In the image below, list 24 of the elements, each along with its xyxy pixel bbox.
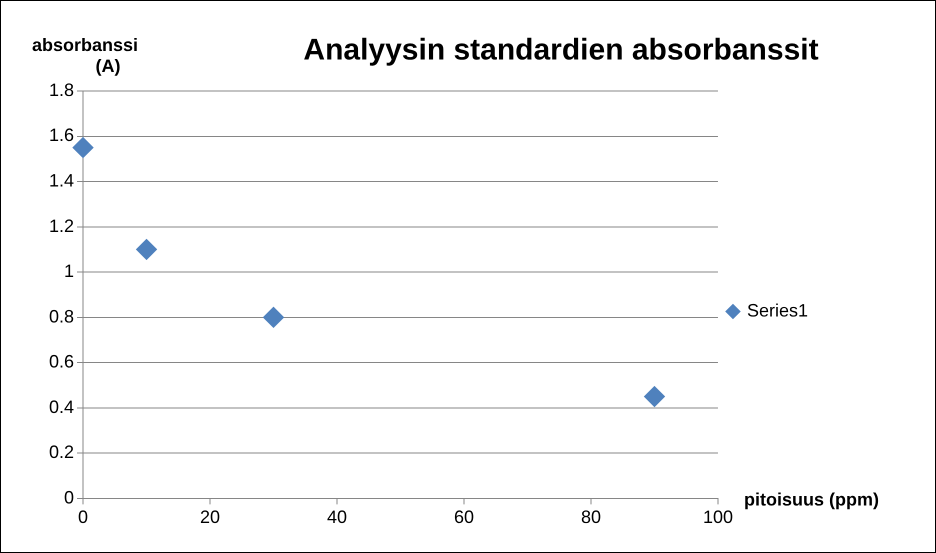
point (72, 137, 94, 158)
x-tick-label: 40 (326, 507, 348, 528)
x-axis-title: pitoisuus (ppm) (744, 489, 879, 510)
x-tick-label: 0 (78, 507, 88, 528)
chart-title: Analyysin standardien absorbanssit (303, 33, 819, 66)
x-tick-label: 60 (454, 507, 474, 528)
point (136, 238, 158, 260)
y-tick-label: 1 (64, 261, 74, 282)
y-tick-label: 0.4 (48, 396, 74, 417)
y-tick-label: 0.8 (48, 306, 74, 326)
point (263, 306, 284, 328)
y-tick-label: 0 (64, 487, 74, 508)
y-tick-label: 0.6 (48, 352, 74, 372)
y-tick-label: 1.8 (48, 80, 74, 100)
y-axis-title: absorbanssi (A) (32, 34, 138, 76)
point (644, 386, 665, 408)
y-tick-label: 1.4 (48, 170, 74, 190)
y-tick-label: 0.2 (48, 442, 74, 462)
y-tick-label: 1.6 (48, 125, 74, 146)
legend-label: Series1 (746, 300, 808, 320)
x-tick-label: 100 (702, 507, 733, 528)
y-tick-label: 1.2 (48, 216, 74, 236)
x-tick-label: 80 (580, 507, 601, 528)
x-tick-label: 20 (200, 507, 220, 528)
